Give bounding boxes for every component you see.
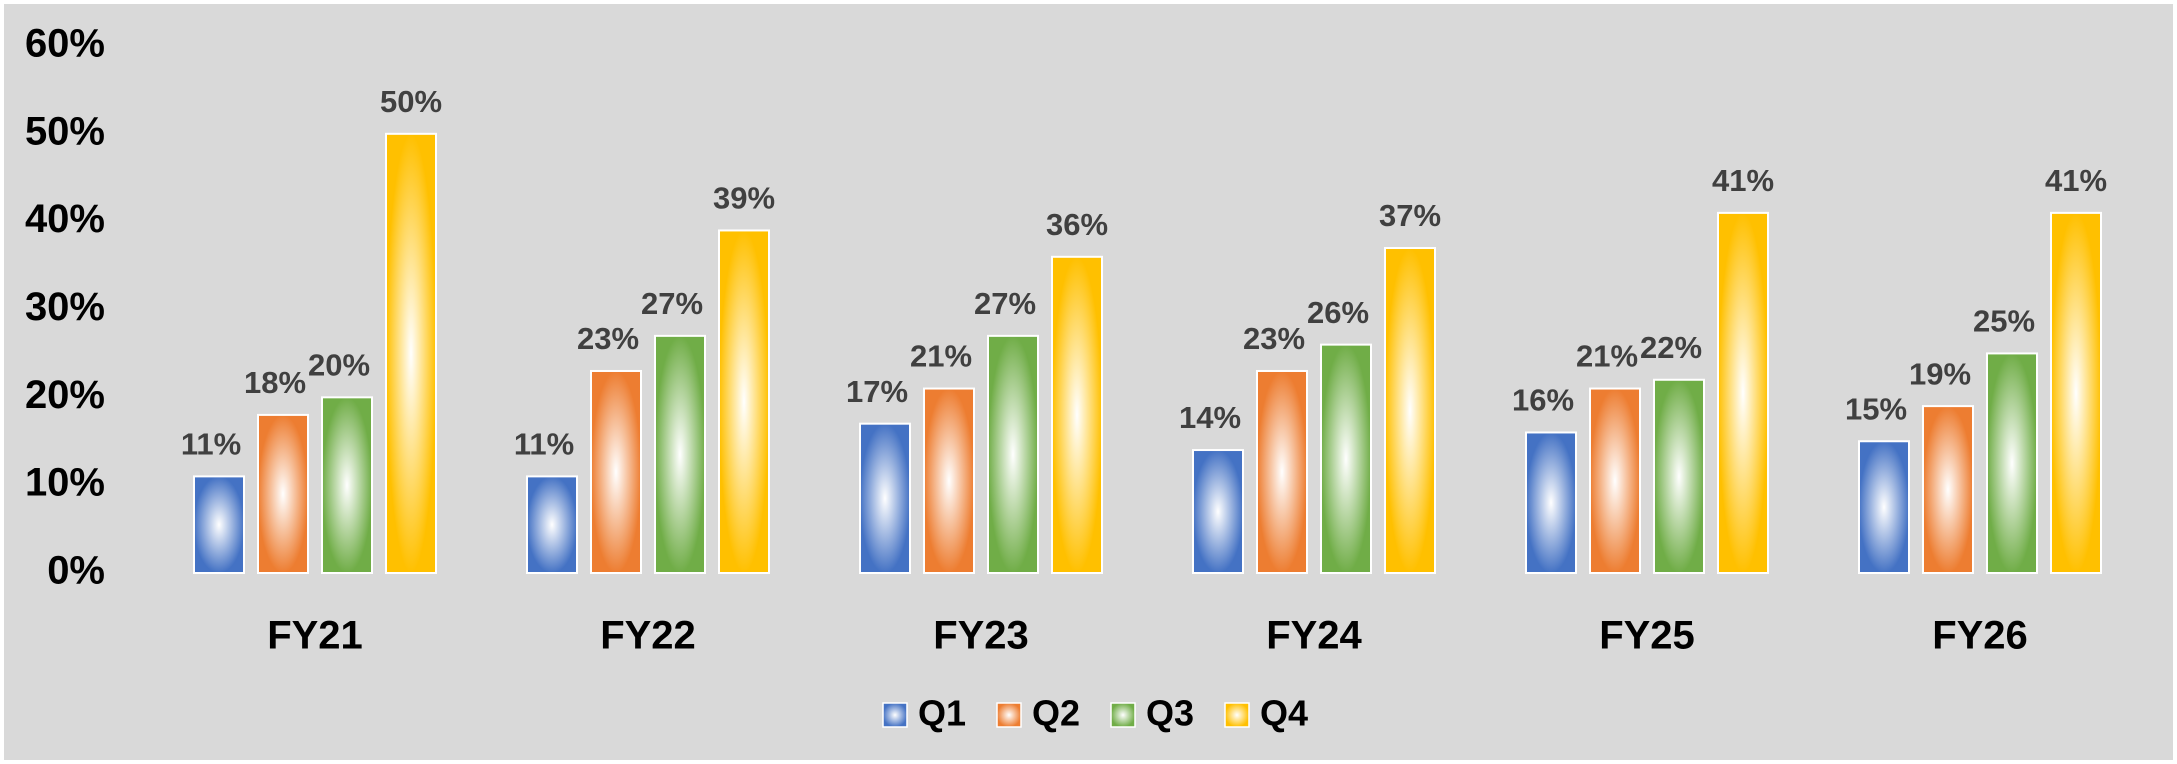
bar xyxy=(2050,211,2102,574)
value-label: 20% xyxy=(308,348,370,383)
value-label: 36% xyxy=(1046,207,1108,242)
legend-swatch xyxy=(1110,702,1136,728)
value-label: 23% xyxy=(1243,321,1305,356)
x-tick-label: FY25 xyxy=(1599,614,1695,658)
bar xyxy=(1653,378,1705,574)
bar xyxy=(1384,247,1436,574)
value-label: 50% xyxy=(380,84,442,119)
y-tick-label: 10% xyxy=(25,461,105,505)
value-label: 21% xyxy=(1576,339,1638,374)
y-tick-label: 50% xyxy=(25,109,105,153)
bar xyxy=(1717,211,1769,574)
legend-label: Q2 xyxy=(1032,693,1080,734)
bar xyxy=(526,475,578,574)
bar xyxy=(1256,369,1308,574)
bar xyxy=(718,229,770,574)
bar xyxy=(1525,431,1577,575)
value-label: 39% xyxy=(713,181,775,216)
value-label: 27% xyxy=(974,286,1036,321)
value-label: 37% xyxy=(1379,198,1441,233)
value-label: 41% xyxy=(2045,163,2107,198)
bar xyxy=(590,369,642,574)
value-label: 11% xyxy=(181,427,241,462)
y-tick-label: 40% xyxy=(25,197,105,241)
bar xyxy=(1051,255,1103,574)
x-tick-label: FY23 xyxy=(933,614,1029,658)
bar xyxy=(923,387,975,574)
bar xyxy=(385,132,437,574)
legend-swatch xyxy=(882,702,908,728)
value-label: 15% xyxy=(1845,391,1907,426)
x-tick-label: FY21 xyxy=(267,614,363,658)
bar xyxy=(257,413,309,574)
bar xyxy=(859,422,911,574)
value-label: 14% xyxy=(1179,400,1241,435)
x-tick-label: FY26 xyxy=(1932,614,2028,658)
legend-label: Q1 xyxy=(918,693,966,734)
value-label: 25% xyxy=(1973,304,2035,339)
value-label: 23% xyxy=(577,321,639,356)
value-label: 17% xyxy=(846,374,908,409)
bar xyxy=(1320,343,1372,574)
value-label: 26% xyxy=(1307,295,1369,330)
value-label: 16% xyxy=(1512,383,1574,418)
value-label: 22% xyxy=(1640,330,1702,365)
bar xyxy=(1858,440,1910,574)
y-tick-label: 30% xyxy=(25,285,105,329)
legend-label: Q3 xyxy=(1146,693,1194,734)
value-label: 19% xyxy=(1909,356,1971,391)
value-label: 18% xyxy=(244,365,306,400)
bar xyxy=(987,334,1039,574)
bar xyxy=(654,334,706,574)
bar xyxy=(321,396,373,575)
y-tick-label: 0% xyxy=(47,549,105,593)
x-tick-label: FY24 xyxy=(1266,614,1362,658)
value-label: 21% xyxy=(910,339,972,374)
y-tick-label: 60% xyxy=(25,22,105,66)
legend-swatch xyxy=(1224,702,1250,728)
bar xyxy=(1986,352,2038,574)
x-tick-label: FY22 xyxy=(600,614,696,658)
bar xyxy=(193,475,245,574)
legend-swatch xyxy=(996,702,1022,728)
value-label: 27% xyxy=(641,286,703,321)
bar xyxy=(1922,405,1974,574)
bar xyxy=(1589,387,1641,574)
legend-label: Q4 xyxy=(1260,693,1308,734)
value-label: 11% xyxy=(514,427,574,462)
value-label: 41% xyxy=(1712,163,1774,198)
y-tick-label: 20% xyxy=(25,373,105,417)
bar xyxy=(1192,449,1244,574)
